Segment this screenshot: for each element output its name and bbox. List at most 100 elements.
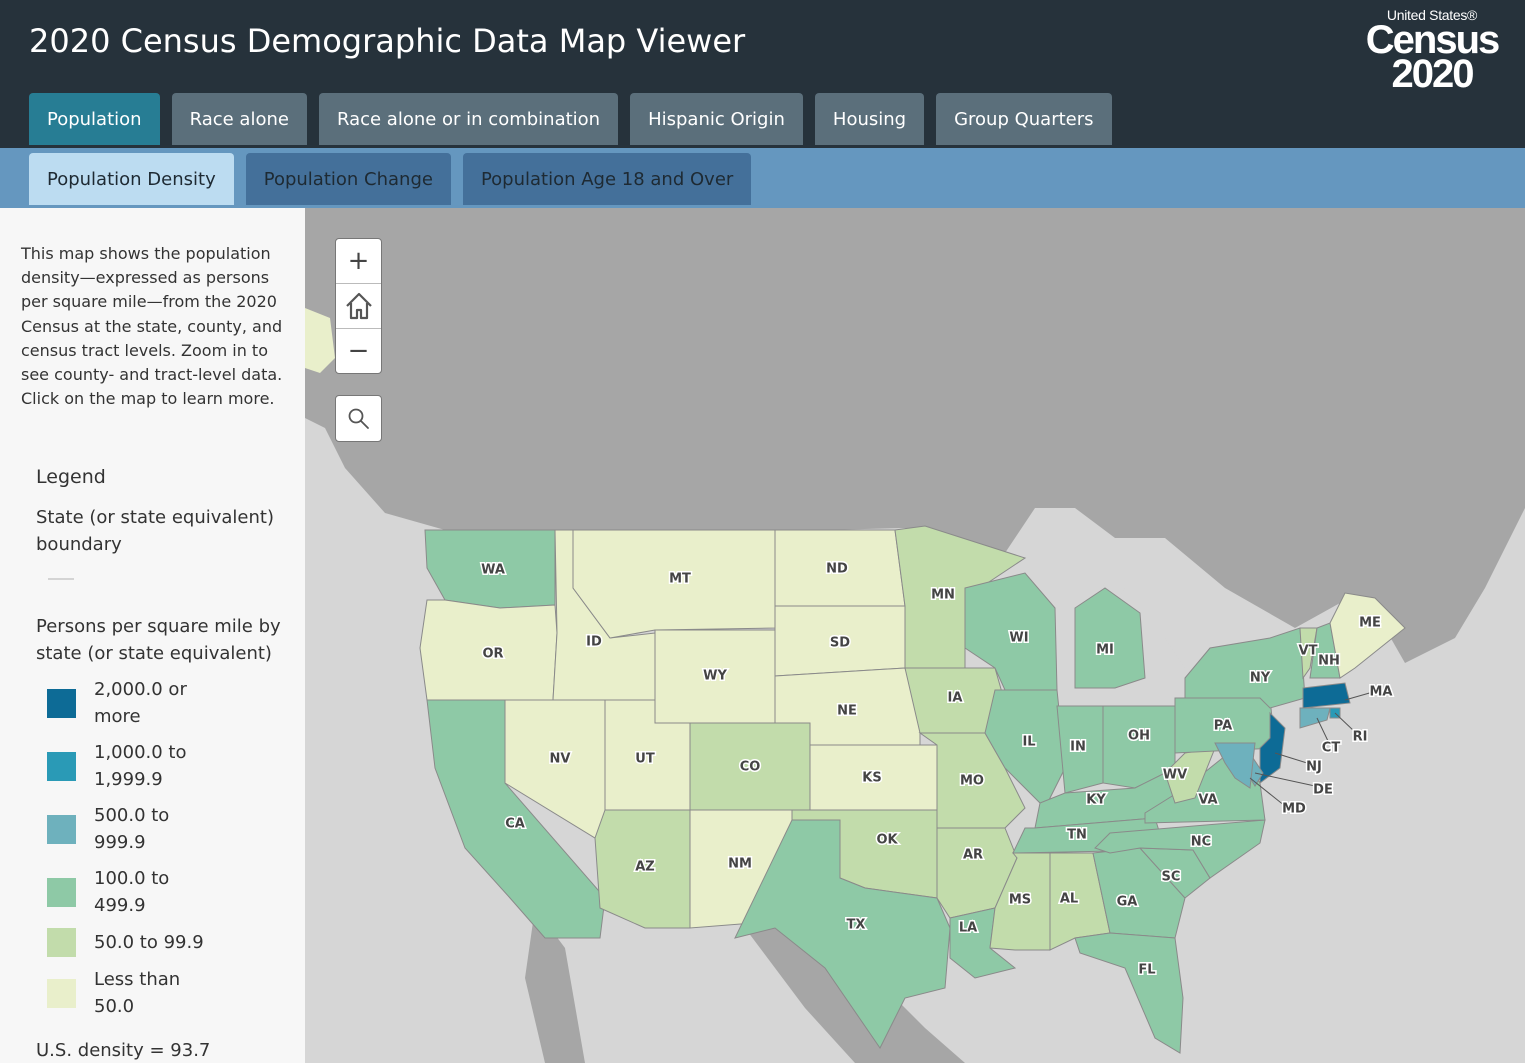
legend-swatch: [47, 877, 76, 907]
state-nj[interactable]: [1259, 711, 1286, 784]
legend-boundary-label: State (or state equivalent) boundary: [36, 507, 274, 555]
state-vt[interactable]: [1299, 627, 1318, 680]
legend-class-row: 500.0 to 999.9: [36, 802, 286, 856]
legend-class-row: 2,000.0 or more: [36, 676, 286, 730]
legend-class-label: 2,000.0 or more: [94, 679, 187, 727]
state-label-oh: OH: [1128, 729, 1150, 744]
tab-hispanic-origin[interactable]: Hispanic Origin: [630, 93, 803, 145]
state-label-mt: MT: [669, 572, 691, 587]
census-2020-logo: United States® Census 2020: [1362, 8, 1502, 94]
zoom-control: + −: [335, 238, 382, 374]
legend-class-label: 1,000.0 to 1,999.9: [94, 742, 187, 790]
callout-line-nj: [1274, 752, 1308, 764]
state-label-tn: TN: [1067, 828, 1087, 843]
legend-swatch: [47, 688, 76, 718]
state-label-in: IN: [1070, 740, 1086, 755]
state-label-me: ME: [1359, 616, 1381, 631]
state-label-nd: ND: [826, 562, 848, 577]
state-label-mi: MI: [1096, 643, 1114, 658]
alaska-strip: [305, 308, 335, 373]
callout-line-ct: [1316, 717, 1329, 742]
legend-density-heading: Persons per square mile by state (or sta…: [36, 616, 281, 664]
state-label-ia: IA: [948, 691, 963, 706]
legend-title: Legend: [36, 466, 106, 488]
state-label-wa: WA: [481, 563, 505, 578]
legend-class-label: Less than 50.0: [94, 969, 181, 1017]
state-mi[interactable]: [1074, 587, 1146, 689]
subtab-population-change[interactable]: Population Change: [245, 153, 451, 205]
tab-population[interactable]: Population: [29, 93, 160, 145]
legend-swatch: [47, 814, 76, 844]
tab-housing[interactable]: Housing: [814, 93, 925, 145]
state-nc[interactable]: [1094, 819, 1266, 879]
legend-swatch: [47, 978, 76, 1008]
state-wv[interactable]: [1164, 747, 1216, 804]
state-label-wv: WV: [1163, 768, 1187, 783]
state-label-co: CO: [740, 760, 761, 775]
state-label-nh: NH: [1318, 654, 1340, 669]
state-tx[interactable]: [734, 819, 951, 1049]
state-label-nc: NC: [1191, 835, 1211, 850]
state-label-de: DE: [1313, 783, 1333, 798]
callout-line-de: [1254, 772, 1316, 787]
main-tabs: Population Race alone Race alone or in c…: [29, 93, 1112, 145]
tab-group-quarters[interactable]: Group Quarters: [936, 93, 1112, 145]
state-label-sd: SD: [830, 636, 850, 651]
state-label-ar: AR: [963, 848, 983, 863]
state-label-ga: GA: [1117, 895, 1138, 910]
state-label-nv: NV: [550, 752, 571, 767]
zoom-out-button[interactable]: −: [336, 328, 381, 373]
zoom-in-button[interactable]: +: [347, 246, 370, 276]
state-label-nm: NM: [728, 857, 752, 872]
state-label-ut: UT: [635, 752, 655, 767]
state-label-ky: KY: [1086, 793, 1106, 808]
state-md[interactable]: [1214, 742, 1256, 789]
map-description: This map shows the population density—ex…: [21, 244, 283, 409]
legend-class-label: 500.0 to 999.9: [94, 805, 170, 853]
legend-class-row: 1,000.0 to 1,999.9: [36, 739, 286, 793]
state-ma[interactable]: [1302, 682, 1351, 709]
state-label-pa: PA: [1214, 719, 1232, 734]
logo-line-2: Census: [1365, 18, 1501, 62]
state-label-or: OR: [482, 647, 503, 662]
state-label-id: ID: [586, 635, 602, 650]
state-label-mo: MO: [960, 774, 984, 789]
state-label-il: IL: [1022, 735, 1035, 750]
state-ct[interactable]: [1299, 707, 1331, 729]
subtab-population-density[interactable]: Population Density: [29, 153, 234, 205]
state-label-al: AL: [1060, 892, 1078, 907]
state-label-mn: MN: [931, 588, 955, 603]
state-label-la: LA: [959, 921, 977, 936]
sidebar: This map shows the population density—ex…: [0, 208, 305, 1063]
tab-race-alone-or-in-combination[interactable]: Race alone or in combination: [318, 93, 619, 145]
state-shapes: [419, 525, 1406, 1054]
state-label-ok: OK: [876, 833, 898, 848]
callout-line-md: [1249, 777, 1286, 807]
state-ny[interactable]: [1184, 627, 1306, 709]
state-label-vt: VT: [1299, 644, 1318, 659]
small-state-callout-lines: [1249, 691, 1374, 807]
state-label-ne: NE: [837, 704, 857, 719]
page-title: 2020 Census Demographic Data Map Viewer: [29, 22, 746, 60]
state-label-ri: RI: [1353, 730, 1368, 745]
subtab-population-age-18-and-over[interactable]: Population Age 18 and Over: [462, 153, 752, 205]
legend-boundary-line: [48, 578, 74, 580]
state-label-wi: WI: [1009, 631, 1028, 646]
logo-line-3: 2020: [1391, 52, 1475, 96]
search-button[interactable]: [335, 395, 382, 442]
search-icon: [348, 408, 369, 429]
tab-race-alone[interactable]: Race alone: [171, 93, 307, 145]
legend-class-label: 50.0 to 99.9: [94, 932, 204, 953]
legend-swatch: [47, 928, 76, 957]
state-label-az: AZ: [635, 860, 655, 875]
state-label-ma: MA: [1370, 685, 1393, 700]
state-me[interactable]: [1329, 592, 1406, 679]
callout-line-ri: [1334, 712, 1356, 733]
home-button[interactable]: [336, 283, 381, 328]
legend: Legend State (or state equivalent) bound…: [36, 466, 286, 1061]
state-fl[interactable]: [1074, 932, 1184, 1054]
map-view[interactable]: WA OR CA NV ID MT WY UT CO AZ NM ND SD NE KS OK TX MN IA MO…: [305, 208, 1525, 1063]
state-label-nj: NJ: [1306, 760, 1322, 775]
state-labels: WA OR CA NV ID MT WY UT CO AZ NM ND SD NE KS OK TX MN IA MO…: [480, 560, 1394, 979]
callout-line-ma: [1344, 691, 1374, 701]
